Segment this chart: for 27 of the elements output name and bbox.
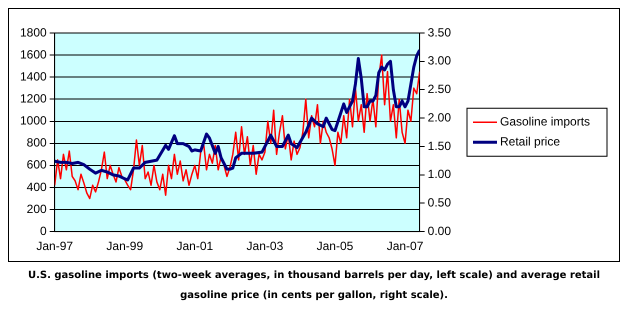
y2-tick-label: 0.50 bbox=[428, 196, 452, 210]
y-tick-label: 600 bbox=[26, 158, 48, 172]
x-tick-label: Jan-99 bbox=[106, 239, 144, 254]
y-tick-label: 1200 bbox=[20, 92, 48, 106]
x-tick-label: Jan-05 bbox=[316, 239, 354, 254]
y2-tick-label: 1.50 bbox=[428, 138, 452, 153]
y-tick-label: 1400 bbox=[20, 69, 48, 84]
legend-label: Retail price bbox=[500, 134, 560, 149]
x-tick-label: Jan-97 bbox=[36, 239, 74, 254]
y-tick-label: 200 bbox=[26, 202, 48, 216]
y2-tick-label: 2.50 bbox=[428, 82, 452, 96]
y2-tick-label: 1.00 bbox=[428, 167, 452, 182]
y2-tick-label: 3.50 bbox=[428, 25, 452, 40]
y-tick-label: 400 bbox=[26, 180, 48, 194]
legend-label: Gasoline imports bbox=[500, 114, 590, 129]
x-tick-label: Jan-03 bbox=[246, 239, 284, 254]
y-tick-label: 1000 bbox=[20, 114, 48, 128]
y-tick-label: 1600 bbox=[20, 47, 48, 62]
y2-tick-label: 3.00 bbox=[428, 54, 452, 68]
x-tick-label: Jan-07 bbox=[386, 239, 424, 254]
y-tick-label: 1800 bbox=[20, 25, 48, 40]
text: U.S. gasoline imports (two-week averages, in thousand barrels per day, left scale) and average retail gasoline price (in cents per gallon, right scale). bbox=[26, 269, 602, 303]
y2-tick-label: 2.00 bbox=[428, 110, 452, 124]
y-tick-label: 0 bbox=[40, 224, 48, 238]
y-tick-label: 800 bbox=[26, 136, 48, 150]
x-tick-label: Jan-01 bbox=[176, 239, 214, 254]
y2-tick-label: 0.00 bbox=[428, 224, 452, 238]
